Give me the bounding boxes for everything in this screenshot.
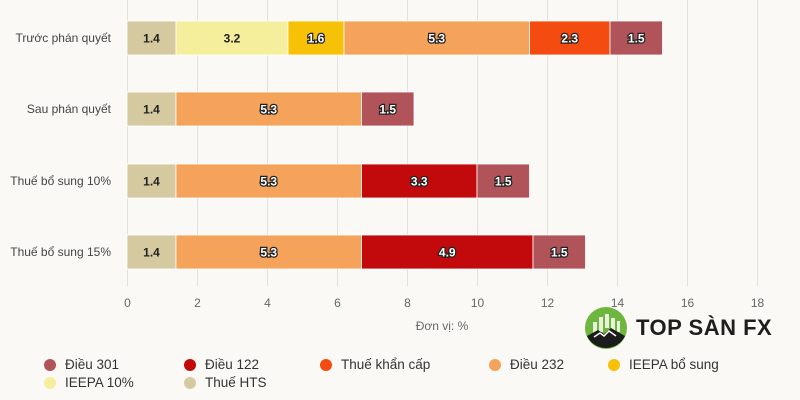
data-label: 1.6 (308, 32, 325, 46)
data-label: 1.4 (143, 32, 160, 46)
x-tick-label: 18 (751, 296, 765, 310)
legend-item[interactable]: IEEPA bổ sung (608, 357, 719, 372)
watermark-logo: TOP SÀN FX (584, 306, 772, 350)
x-tick-label: 4 (264, 296, 271, 310)
x-tick-label: 14 (611, 296, 625, 310)
x-tick-label: 2 (194, 296, 201, 310)
legend-item[interactable]: Thuế HTS (184, 375, 267, 390)
bar-segment (126, 91, 177, 127)
x-tick-labels: 0 2 4 6 8 10 12 14 16 18 (124, 296, 764, 310)
bar-segment (361, 163, 478, 199)
data-label: 1.5 (379, 103, 396, 117)
bar-segment (126, 163, 177, 199)
legend-item[interactable]: Điều 232 (489, 357, 564, 372)
legend-swatch-icon (320, 358, 332, 371)
legend-label: Thuế HTS (205, 375, 267, 390)
legend-label: Điều 301 (65, 357, 120, 372)
x-tick-label: 6 (334, 296, 341, 310)
bar-segment (361, 91, 415, 127)
x-tick-label: 16 (681, 296, 695, 310)
data-label: 1.5 (628, 32, 645, 46)
bar-segment (361, 234, 534, 270)
legend-item[interactable]: Điều 301 (44, 357, 119, 372)
legend-swatch-icon (184, 358, 196, 371)
legend-item[interactable]: Điều 122 (184, 357, 259, 372)
x-tick-label: 12 (541, 296, 555, 310)
bar-segment (609, 20, 663, 56)
legend-swatch-icon (44, 376, 56, 389)
legend-item[interactable]: Thuế khẩn cấp (320, 357, 430, 372)
bar-segment (476, 163, 530, 199)
legend-label: IEEPA bổ sung (629, 357, 719, 372)
legend-label: Điều 232 (510, 357, 565, 372)
legend-swatch-icon (608, 358, 620, 371)
x-tick-label: 0 (124, 296, 131, 310)
category-label: Trước phán quyết (15, 31, 111, 45)
category-label: Thuế bổ sung 10% (10, 174, 111, 188)
data-label: 5.3 (260, 246, 277, 260)
bar-segment (343, 20, 530, 56)
data-label: 3.2 (224, 32, 241, 46)
x-axis-title: Đơn vị: % (416, 319, 469, 333)
data-label: 5.3 (260, 103, 277, 117)
bar-segment (175, 91, 362, 127)
x-tick-label: 10 (471, 296, 485, 310)
bar-segment (532, 234, 586, 270)
legend-swatch-icon (44, 358, 56, 371)
bar-segment (126, 234, 177, 270)
x-tick-label: 8 (404, 296, 411, 310)
legend-label: IEEPA 10% (65, 375, 134, 390)
legend-swatch-icon (184, 376, 196, 389)
data-label: 4.9 (439, 246, 456, 260)
legend-label: Thuế khẩn cấp (341, 357, 431, 372)
data-label: 1.4 (143, 103, 160, 117)
data-label: 1.5 (551, 246, 568, 260)
bar-segment (175, 20, 289, 56)
data-label: 5.3 (260, 175, 277, 189)
bar-segment (175, 163, 362, 199)
logo-mountain-icon (585, 307, 627, 349)
data-label: 3.3 (411, 175, 428, 189)
data-label: 5.3 (428, 32, 445, 46)
data-label: 1.5 (495, 175, 512, 189)
data-label: 1.4 (143, 175, 160, 189)
category-label: Sau phán quyết (27, 102, 112, 116)
data-label: 2.3 (561, 32, 578, 46)
category-labels: Trước phán quyết Sau phán quyết Thuế bổ su… (10, 31, 111, 259)
bars: 1.4 3.2 1.6 5.3 2.3 1.5 1.4 5.3 1.5 1.4 5.3 3.3 1.5 1… (126, 20, 663, 270)
data-label: 1.4 (143, 246, 160, 260)
watermark-text: TOP SÀN FX (636, 315, 773, 340)
legend-item[interactable]: IEEPA 10% (44, 375, 134, 390)
stacked-bar-chart: 1.4 3.2 1.6 5.3 2.3 1.5 1.4 5.3 1.5 1.4 5.3 3.3 1.5 1… (10, 0, 764, 333)
legend-swatch-icon (489, 358, 501, 371)
category-label: Thuế bổ sung 15% (10, 245, 111, 259)
legend-label: Điều 122 (205, 357, 260, 372)
bar-segment (175, 234, 362, 270)
bar-segment (287, 20, 345, 56)
bar-segment (529, 20, 611, 56)
